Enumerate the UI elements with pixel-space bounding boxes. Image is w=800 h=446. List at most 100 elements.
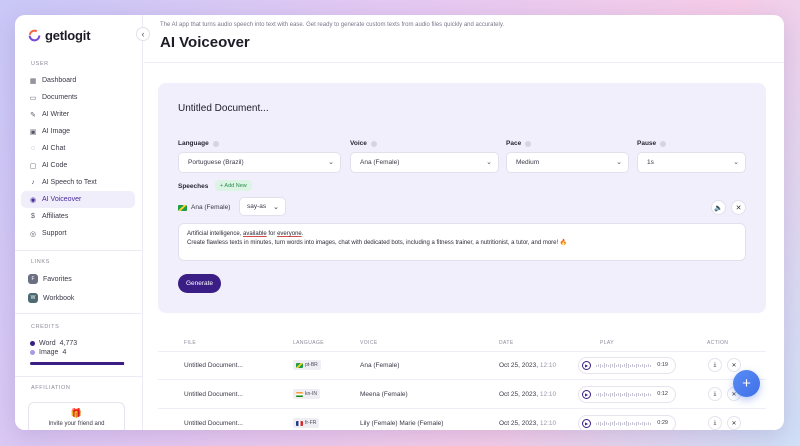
language-code: fr-FR (305, 420, 317, 426)
brazil-flag-icon (178, 204, 187, 211)
help-icon[interactable] (370, 140, 377, 147)
waveform[interactable] (596, 363, 651, 368)
audio-duration: 0:19 (657, 362, 668, 368)
plus-icon: + (742, 375, 751, 392)
brand-logo[interactable]: getlogit (28, 28, 91, 43)
download-icon: ⤓ (713, 390, 717, 397)
add-fab-button[interactable]: + (733, 370, 760, 397)
gift-icon: 🎁 (70, 408, 83, 418)
voice-name: Ana (Female) (360, 362, 400, 369)
download-button[interactable]: ⤓ (708, 416, 722, 430)
speaker-settings-button[interactable]: 🔈 (711, 200, 726, 215)
help-icon[interactable] (212, 140, 219, 147)
voice-name: Lily (Female) Marie (Female) (360, 420, 444, 427)
credit-progress-bar (30, 362, 125, 365)
audio-player[interactable]: ▶ 0:29 (578, 415, 676, 430)
sidebar-item-label: AI Image (42, 128, 71, 135)
language-badge: kn-IN (293, 389, 320, 399)
download-icon: ⤓ (713, 361, 717, 368)
generate-button[interactable]: Generate (178, 274, 221, 293)
speech-text-line-1: Artificial intelligence, available for e… (187, 231, 304, 237)
help-icon[interactable] (525, 140, 532, 147)
remove-speech-button[interactable]: ✕ (731, 200, 746, 215)
file-name[interactable]: Untitled Document... (184, 391, 243, 398)
language-badge: fr-FR (293, 418, 320, 428)
flag-icon (296, 420, 303, 426)
audio-player[interactable]: ▶ 0:12 (578, 386, 676, 403)
sidebar-link-label: Favorites (43, 275, 72, 283)
section-label-links: LINKS (31, 259, 50, 265)
table-row[interactable]: Untitled Document... pt-BR Ana (Female) Oct… (158, 352, 766, 380)
pause-label: Pause (637, 140, 667, 147)
play-icon[interactable]: ▶ (582, 390, 591, 399)
column-header-action: ACTION (707, 340, 729, 346)
sidebar-divider (15, 250, 143, 251)
sidebar-item-ai-writer[interactable]: ✎ AI Writer (21, 106, 135, 123)
sidebar-item-documents[interactable]: ▭ Documents (21, 89, 135, 106)
file-name[interactable]: Untitled Document... (184, 420, 243, 427)
pause-select[interactable]: 1s ⌄ (637, 152, 746, 173)
column-header-language[interactable]: LANGUAGE (293, 340, 324, 346)
favorites-badge: F (28, 274, 38, 284)
document-title[interactable]: Untitled Document... (178, 103, 269, 114)
speech-text-input[interactable]: Artificial intelligence, available for e… (178, 223, 746, 261)
voice-icon: ◉ (29, 196, 37, 204)
download-button[interactable]: ⤓ (708, 358, 722, 372)
speech-voice-tag[interactable]: Ana (Female) (178, 204, 230, 211)
sidebar-divider (15, 376, 143, 377)
code-icon: ▢ (29, 162, 37, 170)
table-row[interactable]: Untitled Document... kn-IN Meena (Female) O… (158, 381, 766, 409)
voiceover-editor-panel: Untitled Document... Language Voice Pace… (158, 83, 766, 313)
credit-label: Image (39, 349, 59, 356)
sidebar-item-label: Dashboard (42, 77, 77, 84)
voice-label: Voice (350, 140, 377, 147)
column-header-date[interactable]: DATE (499, 340, 514, 346)
sidebar-item-support[interactable]: ◎ Support (21, 225, 135, 242)
voice-select[interactable]: Ana (Female) ⌄ (350, 152, 499, 173)
language-select[interactable]: Portuguese (Brazil) ⌄ (178, 152, 341, 173)
close-icon: ✕ (731, 362, 737, 369)
add-new-speech-button[interactable]: + Add New (215, 180, 252, 191)
audio-duration: 0:29 (657, 420, 668, 426)
sidebar-item-ai-image[interactable]: ▣ AI Image (21, 123, 135, 140)
pace-label: Pace (506, 140, 532, 147)
sidebar-item-ai-chat[interactable]: ◌ AI Chat (21, 140, 135, 157)
pace-select[interactable]: Medium ⌄ (506, 152, 629, 173)
language-label: Language (178, 140, 219, 147)
sidebar-link-workbook[interactable]: W Workbook (28, 293, 74, 303)
dollar-icon: $ (31, 213, 35, 220)
sidebar-item-label: AI Writer (42, 111, 70, 118)
speech-text-line-2: Create flawless texts in minutes, turn w… (187, 239, 568, 246)
delete-button[interactable]: ✕ (727, 416, 741, 430)
language-code: pt-BR (305, 362, 318, 368)
close-icon: ✕ (735, 204, 742, 212)
sidebar-link-favorites[interactable]: F Favorites (28, 274, 72, 284)
sidebar-item-affiliates[interactable]: $ Affiliates (21, 208, 135, 225)
sidebar-item-ai-code[interactable]: ▢ AI Code (21, 157, 135, 174)
play-icon[interactable]: ▶ (582, 419, 591, 428)
sidebar-divider (15, 313, 143, 314)
collapse-sidebar-button[interactable]: ‹ (136, 27, 150, 41)
credit-word: Word 4,773 (30, 340, 77, 347)
waveform[interactable] (596, 421, 651, 426)
say-as-select[interactable]: say-as ⌄ (239, 197, 286, 216)
column-header-file[interactable]: FILE (184, 340, 197, 346)
mic-icon: ♪ (31, 179, 35, 186)
waveform[interactable] (596, 392, 651, 397)
sidebar-item-dashboard[interactable]: ▦ Dashboard (21, 72, 135, 89)
play-icon[interactable]: ▶ (582, 361, 591, 370)
help-icon[interactable] (660, 140, 667, 147)
sidebar-item-ai-voiceover[interactable]: ◉ AI Voiceover (21, 191, 135, 208)
credit-image: Image 4 (30, 349, 66, 356)
column-header-voice[interactable]: VOICE (360, 340, 378, 346)
date-cell: Oct 25, 2023, 12:10 (499, 362, 557, 369)
file-name[interactable]: Untitled Document... (184, 362, 243, 369)
brand-name: getlogit (45, 28, 91, 43)
audio-player[interactable]: ▶ 0:19 (578, 357, 676, 374)
delete-button[interactable]: ✕ (727, 358, 741, 372)
sidebar-item-ai-speech-to-text[interactable]: ♪ AI Speech to Text (21, 174, 135, 191)
download-button[interactable]: ⤓ (708, 387, 722, 401)
table-row[interactable]: Untitled Document... fr-FR Lily (Female) M… (158, 410, 766, 430)
invite-card[interactable]: 🎁 Invite your friend and (28, 402, 125, 430)
header-divider (144, 62, 784, 63)
